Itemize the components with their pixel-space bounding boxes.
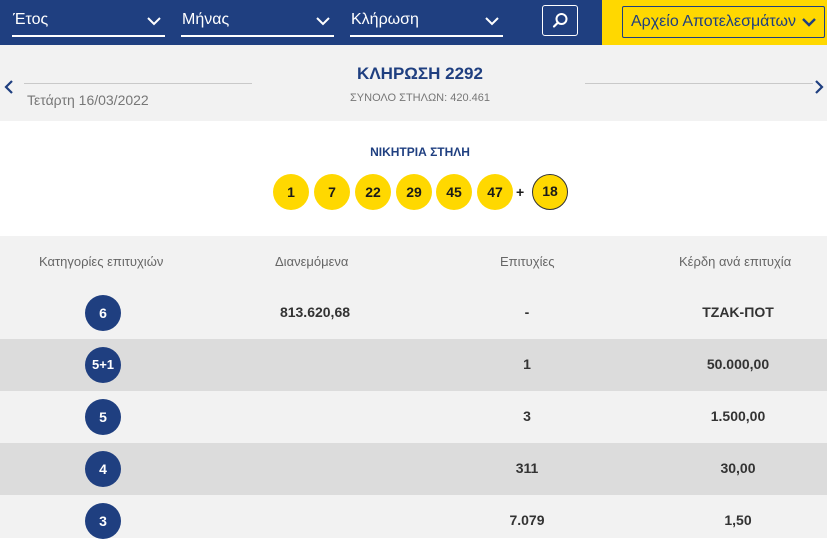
table-row: 6 813.620,68 - ΤΖΑΚ-ΠΟΤ xyxy=(0,287,827,339)
winning-number-ball: 45 xyxy=(436,174,472,210)
draw-header: Τετάρτη 16/03/2022 ΚΛΗΡΩΣΗ 2292 ΣΥΝΟΛΟ Σ… xyxy=(0,45,827,121)
winners-value: 3 xyxy=(523,408,531,424)
winning-number-ball: 29 xyxy=(396,174,432,210)
winners-value: 1 xyxy=(523,356,531,372)
divider xyxy=(24,83,252,84)
archive-panel: Αρχείο Αποτελεσμάτων xyxy=(602,0,827,45)
winning-number-ball: 47 xyxy=(477,174,513,210)
chevron-left-icon[interactable] xyxy=(3,79,15,95)
total-columns: ΣΥΝΟΛΟ ΣΤΗΛΩΝ: 420.461 xyxy=(349,92,491,104)
prize-value: 50.000,00 xyxy=(706,356,770,372)
chevron-down-icon xyxy=(485,17,499,26)
prize-value: 1,50 xyxy=(724,512,752,528)
header-category: Κατηγορίες επιτυχιών xyxy=(39,254,164,269)
table-row: 4 311 30,00 xyxy=(0,443,827,495)
top-bar: Έτος Μήνας Κλήρωση Αρχείο Αποτελεσμάτων xyxy=(0,0,827,45)
category-badge: 4 xyxy=(85,451,121,487)
category-badge: 6 xyxy=(85,295,121,331)
winners-value: - xyxy=(524,304,530,320)
prize-value: 1.500,00 xyxy=(710,408,766,424)
table-row: 3 7.079 1,50 xyxy=(0,495,827,539)
divider xyxy=(585,83,813,84)
draw-select-label: Κλήρωση xyxy=(351,11,419,28)
chevron-right-icon[interactable] xyxy=(813,79,825,95)
search-icon xyxy=(552,13,568,28)
joker-ball: 18 xyxy=(532,174,568,210)
month-select-label: Μήνας xyxy=(182,11,230,28)
draw-title: ΚΛΗΡΩΣΗ 2292 xyxy=(357,64,483,83)
distributed-value: 813.620,68 xyxy=(279,304,351,320)
winning-number-ball: 7 xyxy=(314,174,350,210)
category-badge: 5+1 xyxy=(85,347,121,383)
winning-column-title: ΝΙΚΗΤΡΙΑ ΣΤΗΛΗ xyxy=(370,145,470,159)
prize-value: ΤΖΑΚ-ΠΟΤ xyxy=(702,304,774,320)
header-winners: Επιτυχίες xyxy=(500,254,555,269)
chevron-down-icon xyxy=(316,17,330,26)
winners-value: 7.079 xyxy=(509,512,545,528)
draw-date: Τετάρτη 16/03/2022 xyxy=(27,92,149,108)
winning-number-ball: 1 xyxy=(273,174,309,210)
prize-value: 30,00 xyxy=(720,460,756,476)
archive-results-label: Αρχείο Αποτελεσμάτων xyxy=(631,13,796,30)
search-button[interactable] xyxy=(542,5,578,36)
winners-value: 311 xyxy=(515,460,539,476)
month-select[interactable]: Μήνας xyxy=(181,9,334,37)
table-row: 5+1 1 50.000,00 xyxy=(0,339,827,391)
results-table-header: Κατηγορίες επιτυχιών Διανεμόμενα Επιτυχί… xyxy=(0,236,827,287)
year-select[interactable]: Έτος xyxy=(12,9,165,37)
archive-results-button[interactable]: Αρχείο Αποτελεσμάτων xyxy=(622,6,825,38)
year-select-label: Έτος xyxy=(13,11,49,28)
category-badge: 3 xyxy=(85,503,121,539)
header-prize: Κέρδη ανά επιτυχία xyxy=(679,254,792,269)
chevron-down-icon xyxy=(802,18,816,27)
plus-sign: + xyxy=(516,184,525,200)
table-row: 5 3 1.500,00 xyxy=(0,391,827,443)
draw-select[interactable]: Κλήρωση xyxy=(350,9,503,37)
winning-number-ball: 22 xyxy=(355,174,391,210)
chevron-down-icon xyxy=(147,17,161,26)
header-distributed: Διανεμόμενα xyxy=(275,254,349,269)
category-badge: 5 xyxy=(85,399,121,435)
